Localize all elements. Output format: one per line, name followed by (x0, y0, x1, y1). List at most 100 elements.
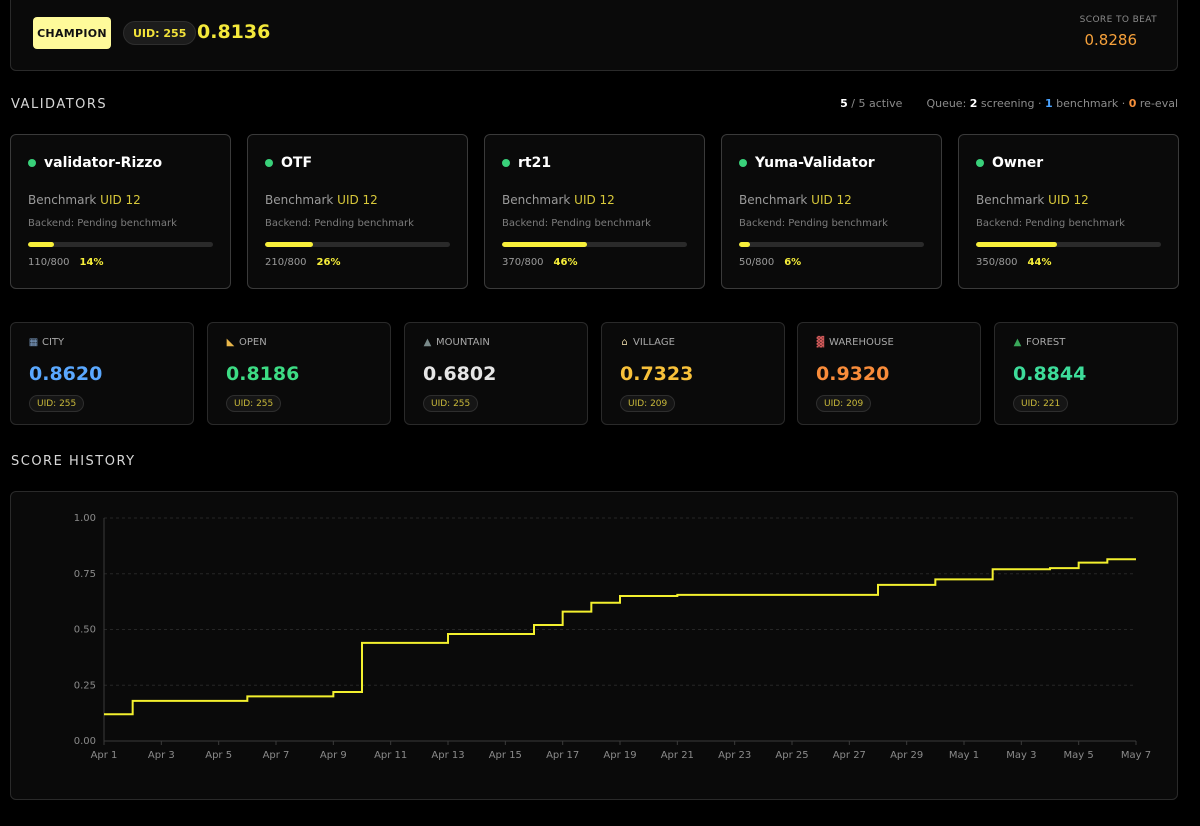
x-tick-label: Apr 3 (148, 750, 175, 761)
validator-benchmark: Benchmark UID 12 (502, 193, 615, 207)
factory-icon: ▓ (816, 337, 825, 348)
category-label: ▲ MOUNTAIN (423, 337, 490, 348)
validator-progress-text: 210/800 26% (265, 257, 341, 268)
x-tick-label: Apr 25 (775, 750, 808, 761)
validator-progress-text: 110/800 14% (28, 257, 104, 268)
validator-benchmark: Benchmark UID 12 (976, 193, 1089, 207)
status-dot-icon (739, 159, 747, 167)
category-card[interactable]: ▲ FOREST 0.8844 UID: 221 (994, 322, 1178, 425)
validator-progress-bar (265, 242, 450, 247)
x-tick-label: Apr 29 (890, 750, 923, 761)
category-label: ▦ CITY (28, 337, 65, 348)
validator-progress-fill (976, 242, 1058, 247)
validator-card[interactable]: Owner Benchmark UID 12 Backend: Pending be… (958, 134, 1179, 289)
tree-icon: ▲ (1013, 337, 1022, 348)
validator-name: OTF (281, 155, 313, 171)
validator-name: rt21 (518, 155, 552, 171)
category-uid-pill: UID: 255 (226, 395, 282, 412)
x-tick-label: May 1 (949, 750, 979, 761)
category-uid-pill: UID: 255 (423, 395, 479, 412)
validator-progress-text: 350/800 44% (976, 257, 1052, 268)
category-score: 0.8844 (1013, 363, 1087, 385)
x-tick-label: Apr 7 (263, 750, 290, 761)
x-tick-label: Apr 9 (320, 750, 347, 761)
validator-name-row: Owner (976, 155, 1043, 171)
category-label: ◣ OPEN (226, 337, 267, 348)
validator-progress-text: 370/800 46% (502, 257, 578, 268)
x-tick-label: Apr 13 (431, 750, 464, 761)
status-dot-icon (28, 159, 36, 167)
validator-benchmark: Benchmark UID 12 (265, 193, 378, 207)
category-card[interactable]: ▓ WAREHOUSE 0.9320 UID: 209 (797, 322, 981, 425)
validator-progress-bar (28, 242, 213, 247)
y-tick-label: 0.25 (74, 680, 96, 691)
x-tick-label: Apr 23 (718, 750, 751, 761)
validator-backend: Backend: Pending benchmark (28, 218, 177, 229)
score-history-title: SCORE HISTORY (11, 454, 136, 469)
x-tick-label: Apr 17 (546, 750, 579, 761)
validator-backend: Backend: Pending benchmark (265, 218, 414, 229)
status-dot-icon (502, 159, 510, 167)
status-dot-icon (265, 159, 273, 167)
validator-name-row: OTF (265, 155, 312, 171)
validator-progress-fill (502, 242, 588, 247)
validator-backend: Backend: Pending benchmark (976, 218, 1125, 229)
score-history-chart: 0.00 0.25 0.50 0.75 1.00 Apr 1 Apr 3 Apr 5 Apr 7… (10, 491, 1178, 800)
validator-backend: Backend: Pending benchmark (739, 218, 888, 229)
x-tick-label: May 3 (1006, 750, 1036, 761)
x-tick-label: Apr 11 (374, 750, 407, 761)
status-dot-icon (976, 159, 984, 167)
category-score: 0.8620 (29, 363, 103, 385)
x-tick-label: Apr 15 (489, 750, 522, 761)
landscape-icon: ◣ (226, 337, 235, 348)
x-tick-label: May 5 (1064, 750, 1094, 761)
validator-progress-fill (28, 242, 54, 247)
x-tick-label: Apr 21 (661, 750, 694, 761)
validator-progress-bar (976, 242, 1161, 247)
x-tick-label: Apr 5 (205, 750, 232, 761)
champion-uid-pill: UID: 255 (123, 21, 197, 45)
champion-bar: CHAMPION UID: 255 0.8136 SCORE TO BEAT 0… (10, 0, 1178, 71)
category-card[interactable]: ⌂ VILLAGE 0.7323 UID: 209 (601, 322, 785, 425)
validator-name: Owner (992, 155, 1044, 171)
score-series-line (104, 558, 1136, 716)
y-tick-label: 1.00 (74, 513, 96, 524)
queue-info: 5 / 5 active Queue: 2 screening · 1 benc… (840, 97, 1178, 110)
active-count: 5 / 5 active (840, 97, 903, 110)
champion-badge: CHAMPION (33, 17, 111, 49)
y-tick-label: 0.75 (74, 569, 96, 580)
validator-backend: Backend: Pending benchmark (502, 218, 651, 229)
validator-progress-fill (739, 242, 751, 247)
validator-card[interactable]: OTF Benchmark UID 12 Backend: Pending benc… (247, 134, 468, 289)
score-to-beat-label: SCORE TO BEAT (1079, 15, 1157, 25)
category-label: ▓ WAREHOUSE (816, 337, 894, 348)
validator-benchmark: Benchmark UID 12 (28, 193, 141, 207)
queue-status: Queue: 2 screening · 1 benchmark · 0 re-… (926, 97, 1178, 110)
category-score: 0.7323 (620, 363, 694, 385)
validator-name-row: validator-Rizzo (28, 155, 162, 171)
x-tick-label: Apr 1 (91, 750, 118, 761)
x-tick-label: Apr 27 (833, 750, 866, 761)
score-history-svg: 0.00 0.25 0.50 0.75 1.00 Apr 1 Apr 3 Apr 5 Apr 7… (74, 513, 1151, 761)
category-uid-pill: UID: 209 (816, 395, 872, 412)
validator-name: Yuma-Validator (755, 155, 875, 171)
category-score: 0.9320 (816, 363, 890, 385)
validator-progress-fill (265, 242, 314, 247)
category-score: 0.8186 (226, 363, 300, 385)
x-tick-label: Apr 19 (603, 750, 636, 761)
category-card[interactable]: ▦ CITY 0.8620 UID: 255 (10, 322, 194, 425)
validator-card[interactable]: rt21 Benchmark UID 12 Backend: Pending ben… (484, 134, 705, 289)
validator-card[interactable]: validator-Rizzo Benchmark UID 12 Backend: … (10, 134, 231, 289)
validator-progress-bar (739, 242, 924, 247)
category-label: ⌂ VILLAGE (619, 337, 675, 348)
mountain-icon: ▲ (423, 337, 432, 348)
category-card[interactable]: ◣ OPEN 0.8186 UID: 255 (207, 322, 391, 425)
y-tick-label: 0.50 (74, 625, 96, 636)
validator-name: validator-Rizzo (44, 155, 163, 171)
category-uid-pill: UID: 209 (620, 395, 676, 412)
category-card[interactable]: ▲ MOUNTAIN 0.6802 UID: 255 (404, 322, 588, 425)
validator-progress-text: 50/800 6% (739, 257, 802, 268)
y-tick-label: 0.00 (74, 736, 96, 747)
city-icon: ▦ (28, 337, 39, 348)
validator-card[interactable]: Yuma-Validator Benchmark UID 12 Backend: P… (721, 134, 942, 289)
